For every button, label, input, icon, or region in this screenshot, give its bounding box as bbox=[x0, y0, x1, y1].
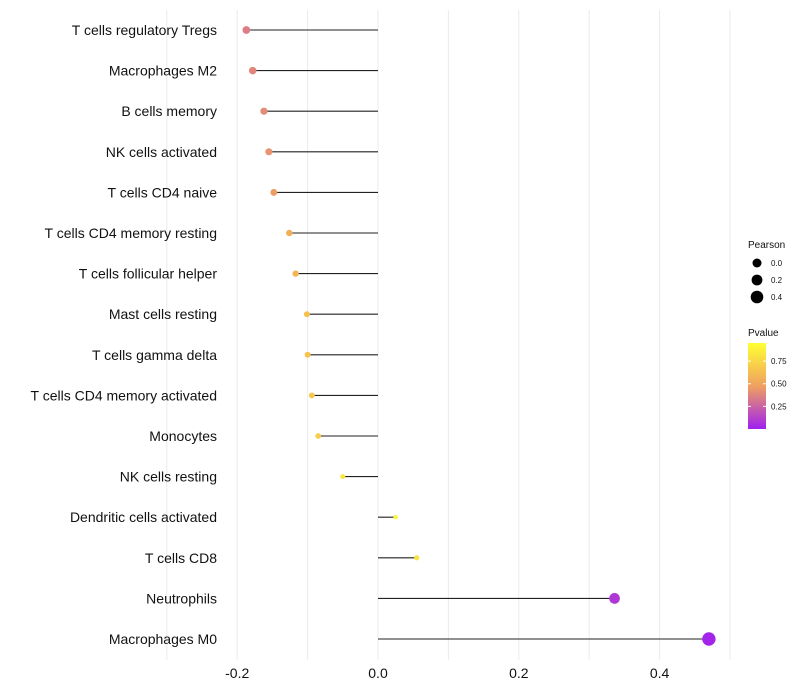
y-tick-label: T cells CD8 bbox=[145, 550, 217, 566]
lollipop-point bbox=[292, 270, 299, 277]
lollipop-point bbox=[265, 148, 273, 156]
y-tick-label: NK cells activated bbox=[106, 144, 217, 160]
y-tick-label: Monocytes bbox=[149, 428, 217, 444]
lollipop-point bbox=[414, 555, 420, 561]
points bbox=[242, 26, 716, 646]
size-legend-label: 0.0 bbox=[771, 259, 783, 268]
lollipop-point bbox=[303, 311, 310, 318]
lollipop-point bbox=[286, 229, 293, 237]
size-legend-items: 0.0 0.2 0.4 bbox=[750, 258, 783, 304]
size-legend-dot bbox=[752, 258, 762, 268]
y-tick-label: NK cells resting bbox=[120, 469, 217, 485]
y-tick-labels: T cells regulatory Tregs Macrophages M2 B … bbox=[31, 22, 218, 647]
lollipop-point bbox=[270, 188, 278, 196]
y-tick-label: T cells regulatory Tregs bbox=[72, 22, 217, 38]
y-tick-label: T cells CD4 memory resting bbox=[45, 225, 217, 241]
y-tick-label: Macrophages M2 bbox=[109, 63, 217, 79]
lollipop-point bbox=[248, 66, 257, 75]
size-legend-label: 0.2 bbox=[771, 276, 783, 285]
y-tick-label: T cells CD4 memory activated bbox=[31, 387, 217, 403]
y-tick-label: Dendritic cells activated bbox=[70, 509, 217, 525]
grid-lines bbox=[166, 10, 731, 660]
y-tick-label: T cells CD4 naive bbox=[108, 184, 218, 200]
x-tick-label: 0.2 bbox=[509, 665, 529, 681]
y-tick-label: Mast cells resting bbox=[109, 306, 217, 322]
x-tick-label: 0.4 bbox=[650, 665, 670, 681]
y-tick-label: B cells memory bbox=[121, 103, 217, 119]
lollipop-point bbox=[609, 593, 620, 604]
color-legend-ticks: 0.75 0.50 0.25 bbox=[748, 357, 787, 411]
lollipop-point bbox=[242, 26, 251, 34]
legend: Pearson 0.0 0.2 0.4 Pvalue 0.75 0.50 0.25 bbox=[748, 240, 787, 429]
x-tick-label: -0.2 bbox=[225, 665, 249, 681]
size-legend-dot bbox=[750, 290, 764, 304]
y-tick-label: Macrophages M0 bbox=[109, 631, 217, 647]
color-legend-title: Pvalue bbox=[748, 328, 779, 339]
color-legend-label: 0.50 bbox=[771, 380, 787, 389]
y-tick-label: T cells gamma delta bbox=[92, 347, 217, 363]
lollipop-point bbox=[340, 474, 346, 480]
color-legend-label: 0.75 bbox=[771, 357, 787, 366]
lollipop-point bbox=[304, 351, 311, 358]
size-legend-title: Pearson bbox=[748, 240, 785, 251]
y-tick-label: T cells follicular helper bbox=[79, 266, 218, 282]
y-tick-label: Neutrophils bbox=[146, 590, 217, 606]
size-legend-label: 0.4 bbox=[771, 293, 783, 302]
x-tick-label: 0.0 bbox=[368, 665, 388, 681]
lollipop-point bbox=[308, 392, 315, 399]
color-legend-bar bbox=[748, 343, 766, 429]
lollipop-point bbox=[702, 632, 716, 646]
lollipop-point bbox=[260, 107, 268, 115]
lollipop-point bbox=[315, 433, 322, 439]
color-legend-label: 0.25 bbox=[771, 402, 787, 411]
size-legend-dot bbox=[751, 274, 763, 286]
stems bbox=[246, 29, 709, 640]
x-tick-labels: -0.2 0.0 0.2 0.4 bbox=[225, 665, 669, 681]
lollipop-point bbox=[393, 514, 398, 520]
